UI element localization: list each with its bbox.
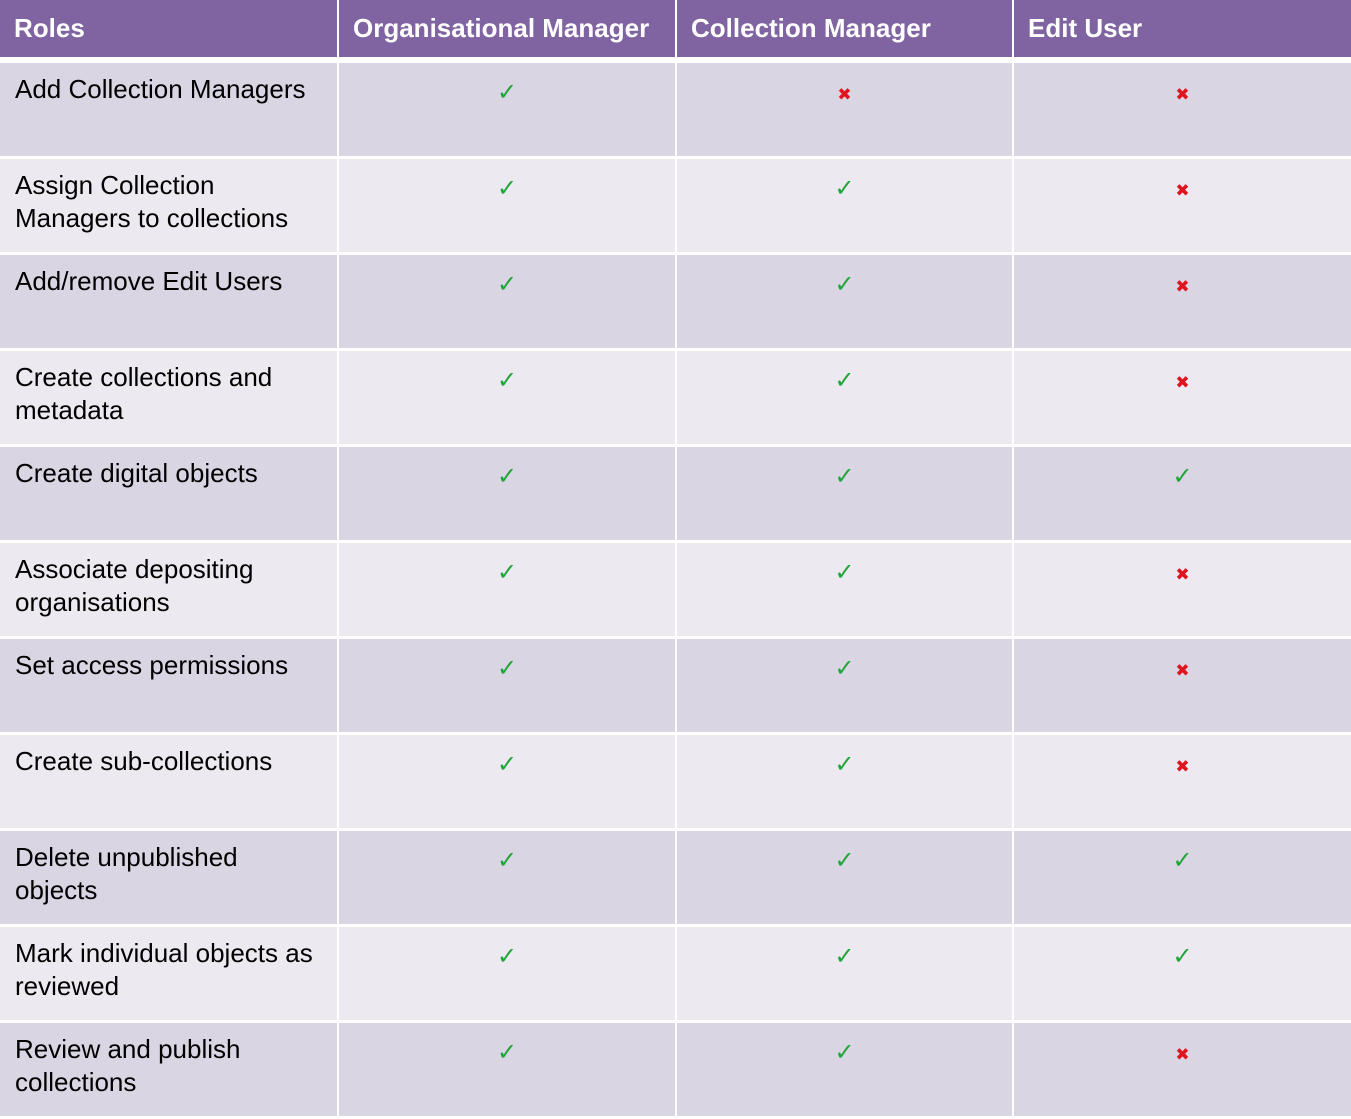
collection-manager-cell: ✓ <box>676 541 1014 639</box>
header-roles: Roles <box>0 0 339 63</box>
edit-user-cell: ✓ <box>1013 925 1351 1023</box>
role-label: Associate depositing organisations <box>0 541 339 639</box>
checkmark-icon: ✓ <box>496 1038 518 1066</box>
organisational-manager-cell: ✓ <box>338 349 677 447</box>
edit-user-cell: ✖ <box>1013 157 1351 255</box>
checkmark-icon: ✓ <box>834 846 855 874</box>
organisational-manager-cell: ✓ <box>338 733 677 831</box>
checkmark-icon: ✓ <box>1172 846 1193 874</box>
checkmark-icon: ✓ <box>496 846 518 874</box>
checkmark-icon: ✓ <box>496 942 518 970</box>
checkmark-icon: ✓ <box>834 270 855 298</box>
role-label: Create digital objects <box>0 445 339 543</box>
table-row: Create collections and metadata ✓ ✓ ✖ <box>0 349 1351 447</box>
collection-manager-cell: ✓ <box>676 733 1014 831</box>
edit-user-cell: ✖ <box>1013 637 1351 735</box>
checkmark-icon: ✓ <box>496 78 518 106</box>
collection-manager-cell: ✖ <box>676 60 1014 159</box>
table-row: Review and publish collections ✓ ✓ ✖ <box>0 1021 1351 1119</box>
checkmark-icon: ✓ <box>834 462 855 490</box>
table-header: Roles Organisational Manager Collection … <box>0 0 1351 63</box>
edit-user-cell: ✖ <box>1013 733 1351 831</box>
header-collection-manager: Collection Manager <box>676 0 1014 63</box>
organisational-manager-cell: ✓ <box>338 60 677 159</box>
role-label: Add Collection Managers <box>0 60 339 159</box>
role-label: Review and publish collections <box>0 1021 339 1119</box>
collection-manager-cell: ✓ <box>676 925 1014 1023</box>
checkmark-icon: ✓ <box>496 462 518 490</box>
cross-icon: ✖ <box>1175 277 1190 297</box>
organisational-manager-cell: ✓ <box>338 1021 677 1119</box>
checkmark-icon: ✓ <box>834 750 855 778</box>
edit-user-cell: ✖ <box>1013 349 1351 447</box>
cross-icon: ✖ <box>1175 85 1190 105</box>
checkmark-icon: ✓ <box>496 270 518 298</box>
header-row: Roles Organisational Manager Collection … <box>0 0 1351 63</box>
edit-user-cell: ✓ <box>1013 445 1351 543</box>
role-label: Create sub-collections <box>0 733 339 831</box>
checkmark-icon: ✓ <box>834 558 855 586</box>
table-row: Set access permissions ✓ ✓ ✖ <box>0 637 1351 735</box>
checkmark-icon: ✓ <box>496 654 518 682</box>
table-body: Add Collection Managers ✓ ✖ ✖ Assign Collect… <box>0 60 1351 1119</box>
table-row: Add Collection Managers ✓ ✖ ✖ <box>0 60 1351 159</box>
table-row: Associate depositing organisations ✓ ✓ ✖ <box>0 541 1351 639</box>
checkmark-icon: ✓ <box>496 558 518 586</box>
table-row: Add/remove Edit Users ✓ ✓ ✖ <box>0 253 1351 351</box>
organisational-manager-cell: ✓ <box>338 829 677 927</box>
checkmark-icon: ✓ <box>834 1038 855 1066</box>
role-label: Delete unpublished objects <box>0 829 339 927</box>
role-label: Create collections and metadata <box>0 349 339 447</box>
role-label: Set access permissions <box>0 637 339 735</box>
collection-manager-cell: ✓ <box>676 1021 1014 1119</box>
table-row: Create digital objects ✓ ✓ ✓ <box>0 445 1351 543</box>
table-row: Mark individual objects as reviewed ✓ ✓ ✓ <box>0 925 1351 1023</box>
organisational-manager-cell: ✓ <box>338 925 677 1023</box>
organisational-manager-cell: ✓ <box>338 157 677 255</box>
role-label: Assign Collection Managers to collection… <box>0 157 339 255</box>
organisational-manager-cell: ✓ <box>338 541 677 639</box>
collection-manager-cell: ✓ <box>676 637 1014 735</box>
cross-icon: ✖ <box>1175 1045 1190 1065</box>
table-row: Create sub-collections ✓ ✓ ✖ <box>0 733 1351 831</box>
header-organisational-manager: Organisational Manager <box>338 0 677 63</box>
checkmark-icon: ✓ <box>496 366 518 394</box>
checkmark-icon: ✓ <box>496 174 518 202</box>
edit-user-cell: ✖ <box>1013 253 1351 351</box>
edit-user-cell: ✖ <box>1013 60 1351 159</box>
checkmark-icon: ✓ <box>834 366 855 394</box>
cross-icon: ✖ <box>1175 373 1190 393</box>
checkmark-icon: ✓ <box>834 654 855 682</box>
checkmark-icon: ✓ <box>1172 462 1193 490</box>
collection-manager-cell: ✓ <box>676 349 1014 447</box>
checkmark-icon: ✓ <box>496 750 518 778</box>
collection-manager-cell: ✓ <box>676 157 1014 255</box>
organisational-manager-cell: ✓ <box>338 637 677 735</box>
cross-icon: ✖ <box>837 85 852 105</box>
cross-icon: ✖ <box>1175 565 1190 585</box>
cross-icon: ✖ <box>1175 181 1190 201</box>
collection-manager-cell: ✓ <box>676 829 1014 927</box>
organisational-manager-cell: ✓ <box>338 253 677 351</box>
collection-manager-cell: ✓ <box>676 253 1014 351</box>
checkmark-icon: ✓ <box>1172 942 1193 970</box>
checkmark-icon: ✓ <box>834 942 855 970</box>
edit-user-cell: ✓ <box>1013 829 1351 927</box>
organisational-manager-cell: ✓ <box>338 445 677 543</box>
table-row: Delete unpublished objects ✓ ✓ ✓ <box>0 829 1351 927</box>
edit-user-cell: ✖ <box>1013 541 1351 639</box>
role-label: Mark individual objects as reviewed <box>0 925 339 1023</box>
collection-manager-cell: ✓ <box>676 445 1014 543</box>
role-label: Add/remove Edit Users <box>0 253 339 351</box>
checkmark-icon: ✓ <box>834 174 855 202</box>
edit-user-cell: ✖ <box>1013 1021 1351 1119</box>
cross-icon: ✖ <box>1175 661 1190 681</box>
table-row: Assign Collection Managers to collection… <box>0 157 1351 255</box>
cross-icon: ✖ <box>1175 757 1190 777</box>
header-edit-user: Edit User <box>1013 0 1351 63</box>
